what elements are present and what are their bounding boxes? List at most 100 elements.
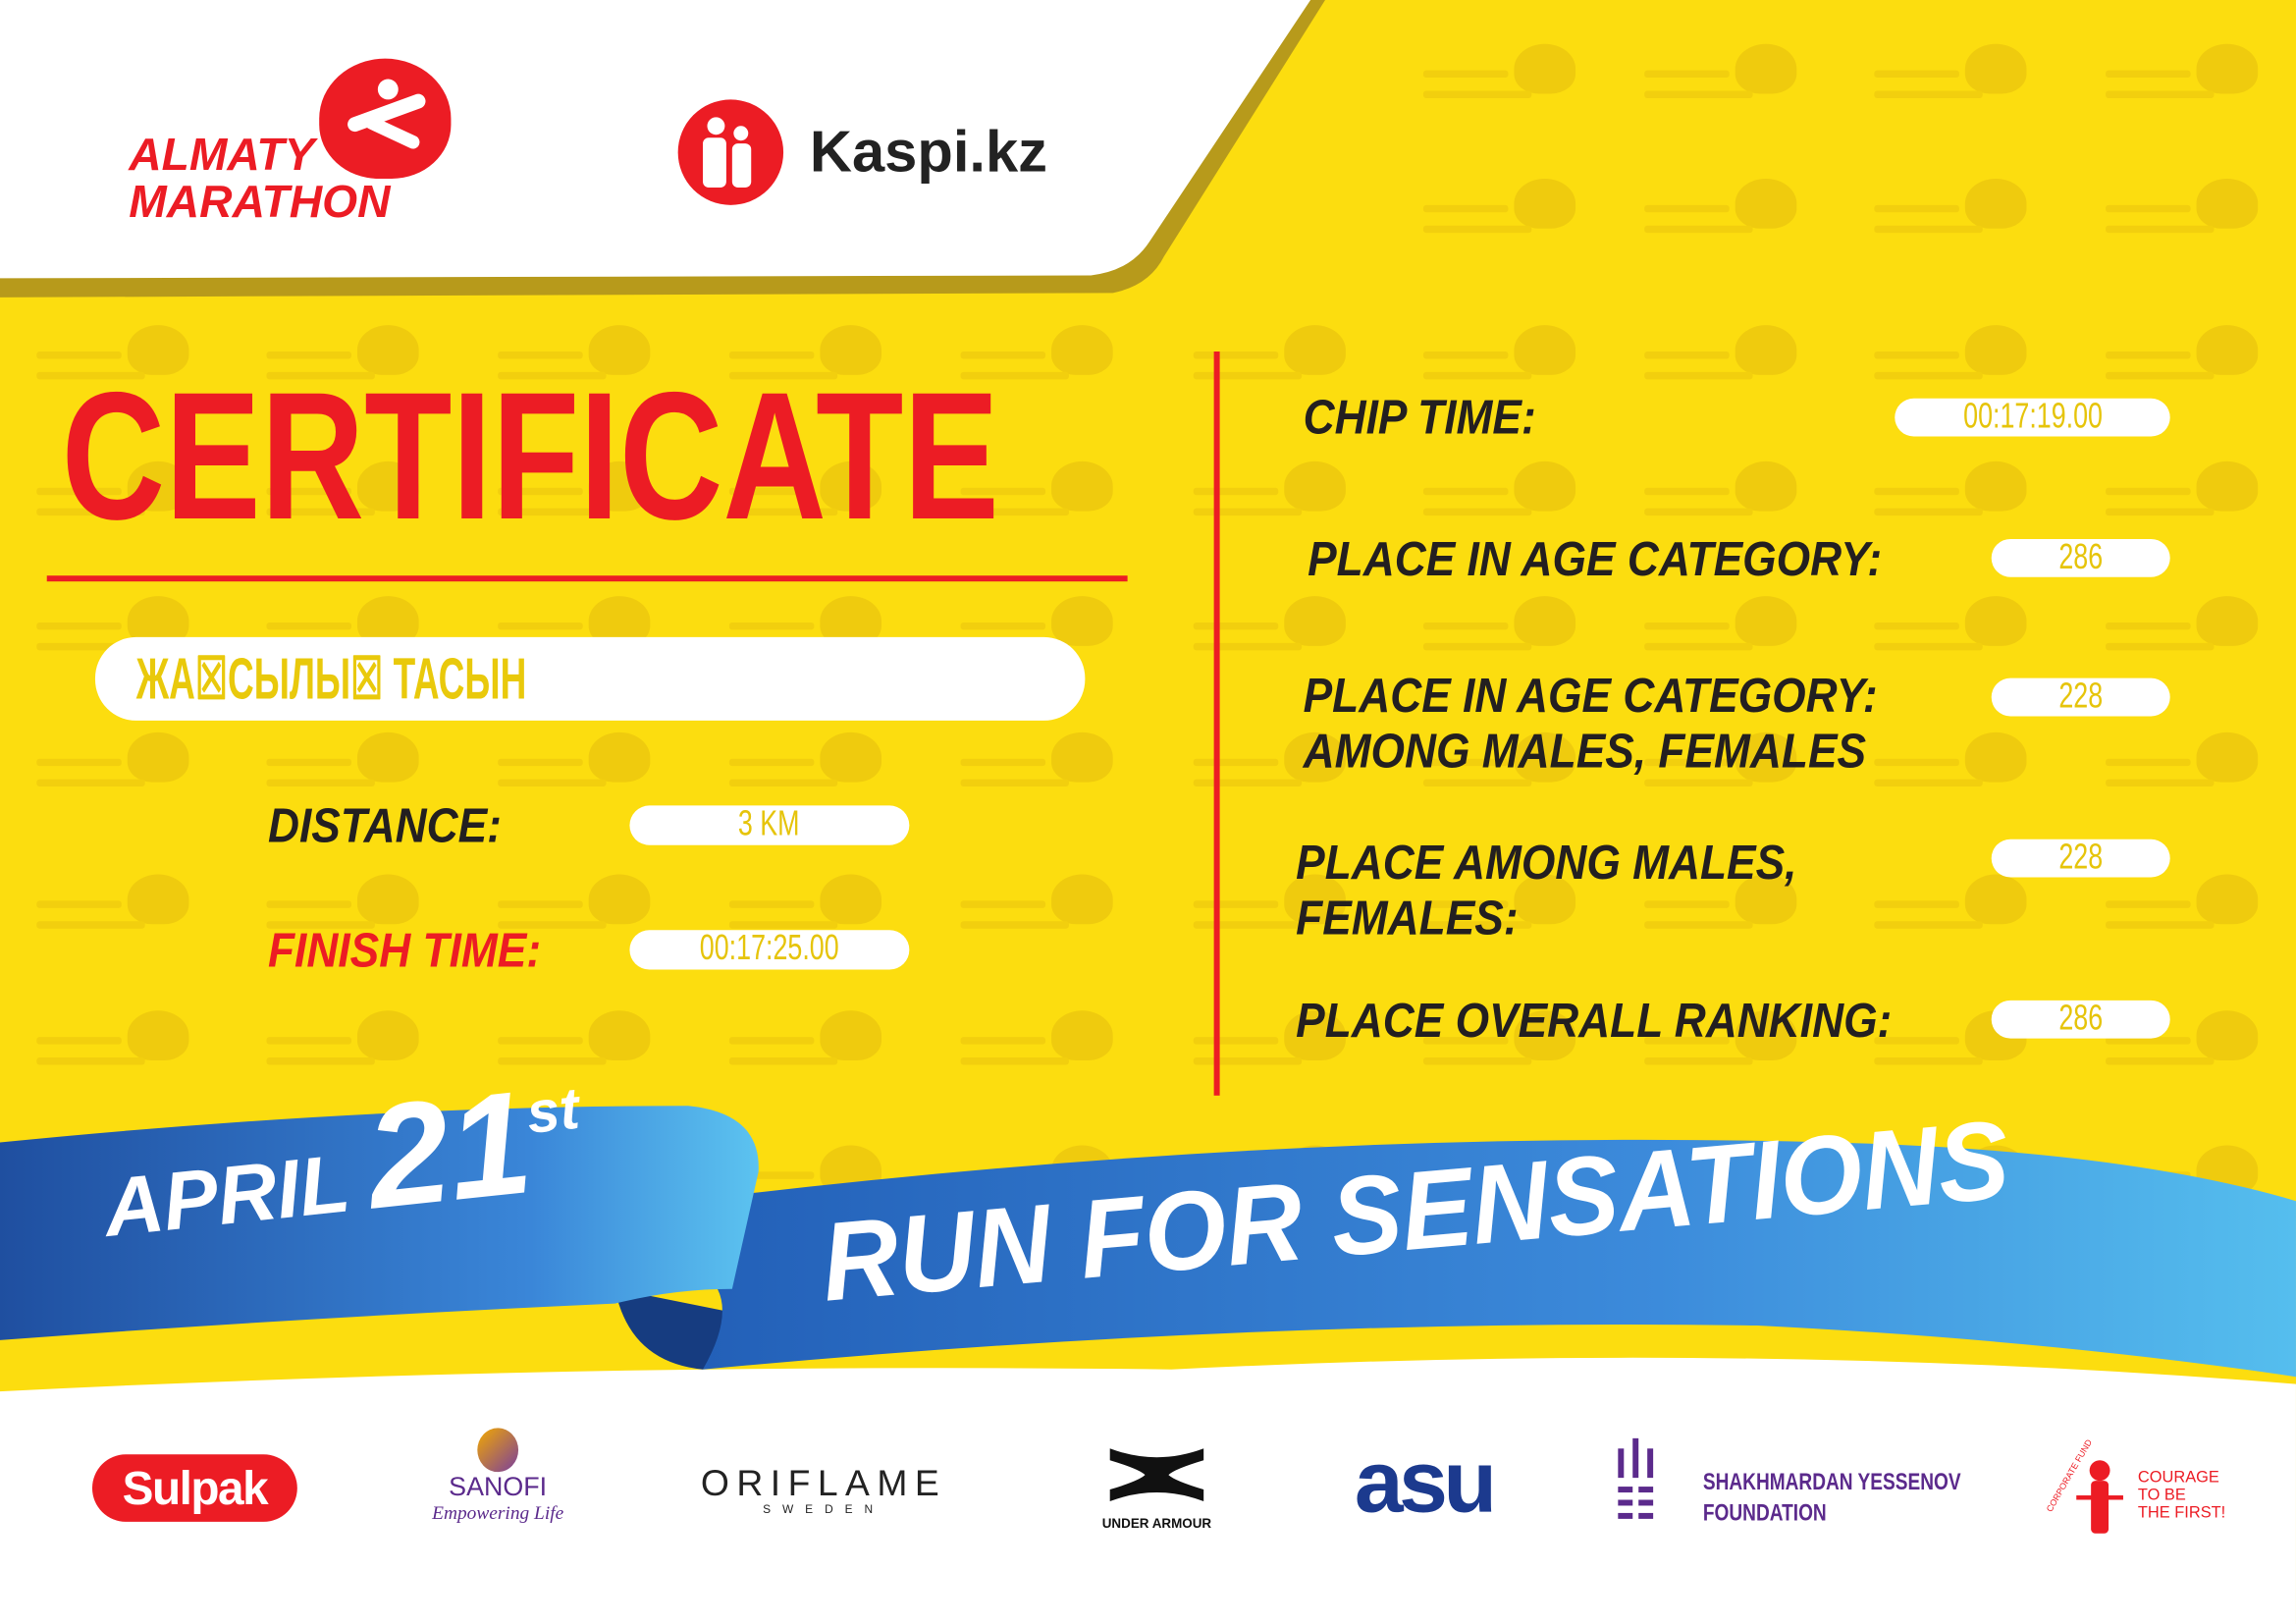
under-armour-icon xyxy=(1109,1448,1204,1501)
distance-field: 3 KM xyxy=(629,803,910,845)
watermark-logo xyxy=(2106,460,2267,547)
watermark-logo xyxy=(1422,731,1584,818)
watermark-logo xyxy=(498,731,659,818)
participant-name: ЖА☒СЫЛЫ☒ ТАСЫН xyxy=(135,647,527,712)
kaspi-people-icon xyxy=(677,99,784,205)
courage-fund-logo: CORPORATE FUND xyxy=(2046,1438,2138,1538)
watermark-logo xyxy=(960,325,1122,410)
watermark-logo xyxy=(1193,874,1355,959)
watermark-logo xyxy=(1193,596,1355,681)
overall-ranking-value: 286 xyxy=(2058,999,2104,1039)
watermark-logo xyxy=(1193,731,1355,818)
finish-time-field: 00:17:25.00 xyxy=(629,929,910,970)
watermark-logo xyxy=(2106,731,2267,818)
watermark-logo xyxy=(1644,1010,1805,1096)
watermark-logo xyxy=(1644,731,1805,818)
watermark-logo xyxy=(1644,874,1805,959)
watermark-logo xyxy=(36,874,197,959)
watermark-logo xyxy=(498,1010,659,1096)
oriflame-logo: ORIFLAME SWEDEN xyxy=(700,1463,947,1516)
watermark-logo xyxy=(266,731,427,818)
certificate-title: CERTIFICATE xyxy=(61,355,999,559)
age-category-gender-place-label: PLACE IN AGE CATEGORY: AMONG MALES, FEMAL… xyxy=(1303,668,1878,778)
watermark-logo xyxy=(1422,178,1584,264)
age-category-place-field: 286 xyxy=(1991,537,2170,577)
almaty-marathon-logo: ALMATY MARATHON xyxy=(129,58,458,235)
watermark-logo xyxy=(2106,874,2267,959)
logo-text: ALMATY MARATHON xyxy=(129,129,391,228)
under-armour-logo: UNDER ARMOUR xyxy=(1076,1442,1237,1532)
watermark-logo xyxy=(960,1010,1122,1096)
watermark-logo xyxy=(36,325,197,410)
runner-icon xyxy=(2089,1460,2110,1482)
kaspi-logo: Kaspi.kz xyxy=(677,99,1048,205)
watermark-logo xyxy=(36,460,197,547)
watermark-logo xyxy=(1874,874,2035,959)
watermark-logo xyxy=(1422,325,1584,410)
watermark-logo xyxy=(1193,1010,1355,1096)
divider-line xyxy=(1213,352,1220,1096)
watermark-logo xyxy=(1422,460,1584,547)
watermark-logo xyxy=(1422,874,1584,959)
gender-place-value: 228 xyxy=(2058,838,2104,878)
age-category-place-label: PLACE IN AGE CATEGORY: xyxy=(1308,531,1883,586)
asu-logo: asu xyxy=(1354,1432,1497,1531)
watermark-logo xyxy=(1193,460,1355,547)
gender-place-label: PLACE AMONG MALES, FEMALES: xyxy=(1296,835,1797,946)
courage-text: COURAGE TO BE THE FIRST! xyxy=(2137,1469,2226,1522)
age-category-gender-place-value: 228 xyxy=(2058,677,2104,717)
watermark-logo xyxy=(1644,596,1805,681)
watermark-logo xyxy=(1874,178,2035,264)
watermark-logo xyxy=(728,325,890,410)
kaspi-wordmark: Kaspi.kz xyxy=(809,119,1048,185)
watermark-logo xyxy=(36,731,197,818)
overall-ranking-field: 286 xyxy=(1991,999,2170,1039)
watermark-logo xyxy=(728,460,890,547)
age-category-gender-place-field: 228 xyxy=(1991,677,2170,717)
watermark-logo xyxy=(1644,178,1805,264)
sulpak-logo: Sulpak xyxy=(91,1454,297,1522)
watermark-logo xyxy=(1874,596,2035,681)
watermark-logo xyxy=(2106,325,2267,410)
watermark-logo xyxy=(266,325,427,410)
sanofi-bird-icon xyxy=(477,1428,519,1473)
distance-label: DISTANCE: xyxy=(267,797,502,853)
watermark-logo xyxy=(1874,43,2035,130)
watermark-logo xyxy=(266,1010,427,1096)
distance-value: 3 KM xyxy=(738,803,801,844)
watermark-logo xyxy=(2106,596,2267,681)
watermark-logo xyxy=(36,1010,197,1096)
age-category-place-value: 286 xyxy=(2058,537,2104,577)
yessenov-icon xyxy=(1618,1437,1662,1524)
gender-place-field: 228 xyxy=(1991,838,2170,878)
slogan-ribbon xyxy=(703,1139,2296,1378)
runner-icon xyxy=(319,58,452,179)
watermark-logo xyxy=(960,731,1122,818)
watermark-logo xyxy=(2106,178,2267,264)
watermark-logo xyxy=(1874,731,2035,818)
watermark-logo xyxy=(960,460,1122,547)
watermark-logo xyxy=(728,731,890,818)
watermark-logo xyxy=(266,874,427,959)
watermark-logo xyxy=(728,1010,890,1096)
chip-time-value: 00:17:19.00 xyxy=(1962,397,2103,437)
watermark-logo xyxy=(1644,43,1805,130)
watermark-logo xyxy=(2106,43,2267,130)
participant-name-field: ЖА☒СЫЛЫ☒ ТАСЫН xyxy=(94,636,1086,721)
chip-time-field: 00:17:19.00 xyxy=(1895,397,2170,437)
chip-time-label: CHIP TIME: xyxy=(1303,389,1536,444)
watermark-logo xyxy=(498,874,659,959)
finish-time-label: FINISH TIME: xyxy=(267,922,542,977)
watermark-logo xyxy=(1422,43,1584,130)
watermark-logo xyxy=(960,874,1122,959)
watermark-logo xyxy=(1644,325,1805,410)
yessenov-text: SHAKHMARDAN YESSENOV FOUNDATION xyxy=(1702,1470,1961,1527)
watermark-logo xyxy=(1874,460,2035,547)
watermark-logo xyxy=(728,874,890,959)
sanofi-logo: SANOFI Empowering Life xyxy=(417,1428,578,1524)
courage-fund-arc-text: CORPORATE FUND xyxy=(2046,1438,2095,1514)
overall-ranking-label: PLACE OVERALL RANKING: xyxy=(1296,993,1893,1048)
